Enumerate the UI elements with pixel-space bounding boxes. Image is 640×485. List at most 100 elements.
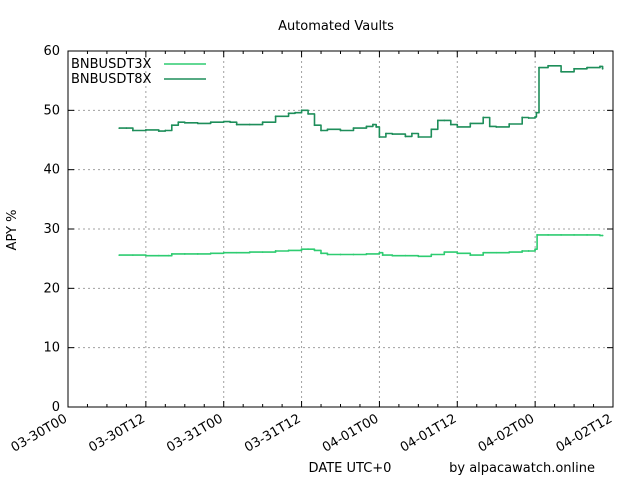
data-point-bnbusdt3x	[196, 253, 199, 255]
x-axis-label: DATE UTC+0	[309, 461, 392, 476]
data-point-bnbusdt8x	[177, 121, 180, 124]
data-point-bnbusdt3x	[300, 248, 303, 251]
data-point-bnbusdt8x	[449, 123, 452, 126]
data-point-bnbusdt3x	[167, 254, 170, 257]
data-point-bnbusdt3x	[320, 252, 322, 255]
x-tick-label: 04-01T12	[398, 411, 459, 455]
data-point-bnbusdt3x	[430, 253, 433, 256]
data-point-bnbusdt3x	[417, 255, 420, 258]
data-point-bnbusdt3x	[586, 234, 588, 236]
series-layer	[118, 64, 604, 258]
data-point-bnbusdt3x	[391, 254, 394, 257]
data-point-bnbusdt8x	[196, 122, 199, 125]
data-point-bnbusdt3x	[599, 234, 601, 237]
data-point-bnbusdt8x	[535, 111, 538, 114]
chart-title: Automated Vaults	[278, 19, 394, 34]
y-tick-label: 20	[43, 281, 60, 296]
data-point-bnbusdt8x	[599, 65, 601, 68]
data-point-bnbusdt3x	[521, 250, 524, 252]
y-tick-label: 10	[43, 341, 60, 356]
data-point-bnbusdt3x	[456, 252, 459, 255]
y-tick-label: 40	[43, 163, 60, 178]
x-tick-label: 03-30T12	[86, 411, 147, 455]
data-point-bnbusdt3x	[326, 253, 329, 256]
data-point-bnbusdt8x	[235, 123, 238, 126]
data-point-bnbusdt8x	[378, 136, 381, 138]
data-point-bnbusdt3x	[482, 251, 485, 254]
data-point-bnbusdt8x	[495, 126, 498, 128]
data-point-bnbusdt3x	[404, 254, 407, 257]
grid-layer	[68, 51, 613, 407]
legend-label-bnbusdt3x: BNBUSDT3X	[71, 57, 152, 72]
data-point-bnbusdt3x	[209, 252, 212, 255]
data-point-bnbusdt3x	[261, 251, 264, 254]
data-point-bnbusdt3x	[536, 234, 538, 236]
x-tick-label: 03-31T00	[164, 411, 225, 455]
data-point-bnbusdt8x	[287, 112, 290, 115]
data-point-bnbusdt8x	[274, 115, 277, 118]
data-point-bnbusdt3x	[339, 253, 342, 256]
data-point-bnbusdt8x	[385, 132, 387, 135]
data-point-bnbusdt8x	[131, 129, 134, 132]
data-point-bnbusdt3x	[118, 254, 121, 257]
x-tick-label: 03-30T00	[9, 411, 70, 455]
data-point-bnbusdt8x	[456, 126, 459, 128]
data-point-bnbusdt8x	[573, 67, 575, 70]
data-point-bnbusdt8x	[404, 135, 407, 138]
data-point-bnbusdt3x	[157, 254, 160, 257]
data-point-bnbusdt8x	[417, 136, 420, 138]
data-point-bnbusdt3x	[287, 249, 290, 252]
x-tick-label: 03-31T12	[242, 411, 303, 455]
data-point-bnbusdt8x	[144, 129, 147, 131]
data-point-bnbusdt8x	[508, 123, 511, 125]
data-point-bnbusdt3x	[313, 249, 316, 252]
data-point-bnbusdt8x	[372, 123, 374, 126]
data-point-bnbusdt8x	[488, 125, 491, 128]
data-point-bnbusdt8x	[560, 70, 562, 73]
data-point-bnbusdt8x	[118, 127, 121, 130]
data-point-bnbusdt8x	[601, 67, 604, 70]
data-point-bnbusdt8x	[125, 127, 128, 130]
data-point-bnbusdt8x	[248, 123, 251, 126]
data-point-bnbusdt8x	[430, 128, 433, 131]
data-point-bnbusdt8x	[534, 115, 537, 118]
data-point-bnbusdt3x	[560, 234, 562, 236]
data-point-bnbusdt3x	[508, 251, 511, 254]
x-tick-label: 04-02T12	[554, 411, 615, 455]
x-tick-label: 04-02T00	[476, 411, 537, 455]
data-point-bnbusdt3x	[352, 253, 355, 256]
data-point-bnbusdt8x	[538, 66, 540, 69]
data-point-bnbusdt3x	[307, 248, 309, 251]
data-point-bnbusdt8x	[469, 122, 472, 125]
data-point-bnbusdt8x	[436, 119, 439, 122]
data-point-bnbusdt8x	[307, 112, 309, 115]
data-point-bnbusdt3x	[274, 250, 277, 252]
data-point-bnbusdt8x	[170, 124, 173, 127]
y-tick-label: 30	[43, 222, 60, 237]
data-point-bnbusdt8x	[261, 121, 264, 124]
data-point-bnbusdt3x	[131, 254, 134, 257]
data-point-bnbusdt3x	[495, 251, 498, 254]
legend-label-bnbusdt8x: BNBUSDT8X	[71, 72, 152, 87]
data-point-bnbusdt8x	[300, 109, 303, 112]
data-point-bnbusdt8x	[375, 126, 378, 128]
data-point-bnbusdt3x	[222, 251, 225, 254]
data-point-bnbusdt3x	[378, 251, 381, 254]
data-point-bnbusdt8x	[164, 129, 167, 132]
data-point-bnbusdt8x	[183, 121, 186, 124]
y-tick-label: 0	[52, 400, 60, 415]
data-point-bnbusdt3x	[469, 254, 472, 257]
y-axis-label: APY %	[5, 210, 20, 251]
data-point-bnbusdt8x	[365, 125, 368, 128]
y-tick-label: 50	[43, 103, 60, 118]
data-point-bnbusdt3x	[235, 251, 238, 254]
data-point-bnbusdt3x	[573, 234, 575, 236]
data-point-bnbusdt8x	[157, 130, 160, 133]
data-point-bnbusdt3x	[601, 234, 604, 237]
series-line-bnbusdt8x	[119, 65, 604, 138]
data-point-bnbusdt8x	[410, 132, 413, 135]
data-point-bnbusdt3x	[365, 253, 368, 255]
data-point-bnbusdt8x	[326, 128, 329, 131]
